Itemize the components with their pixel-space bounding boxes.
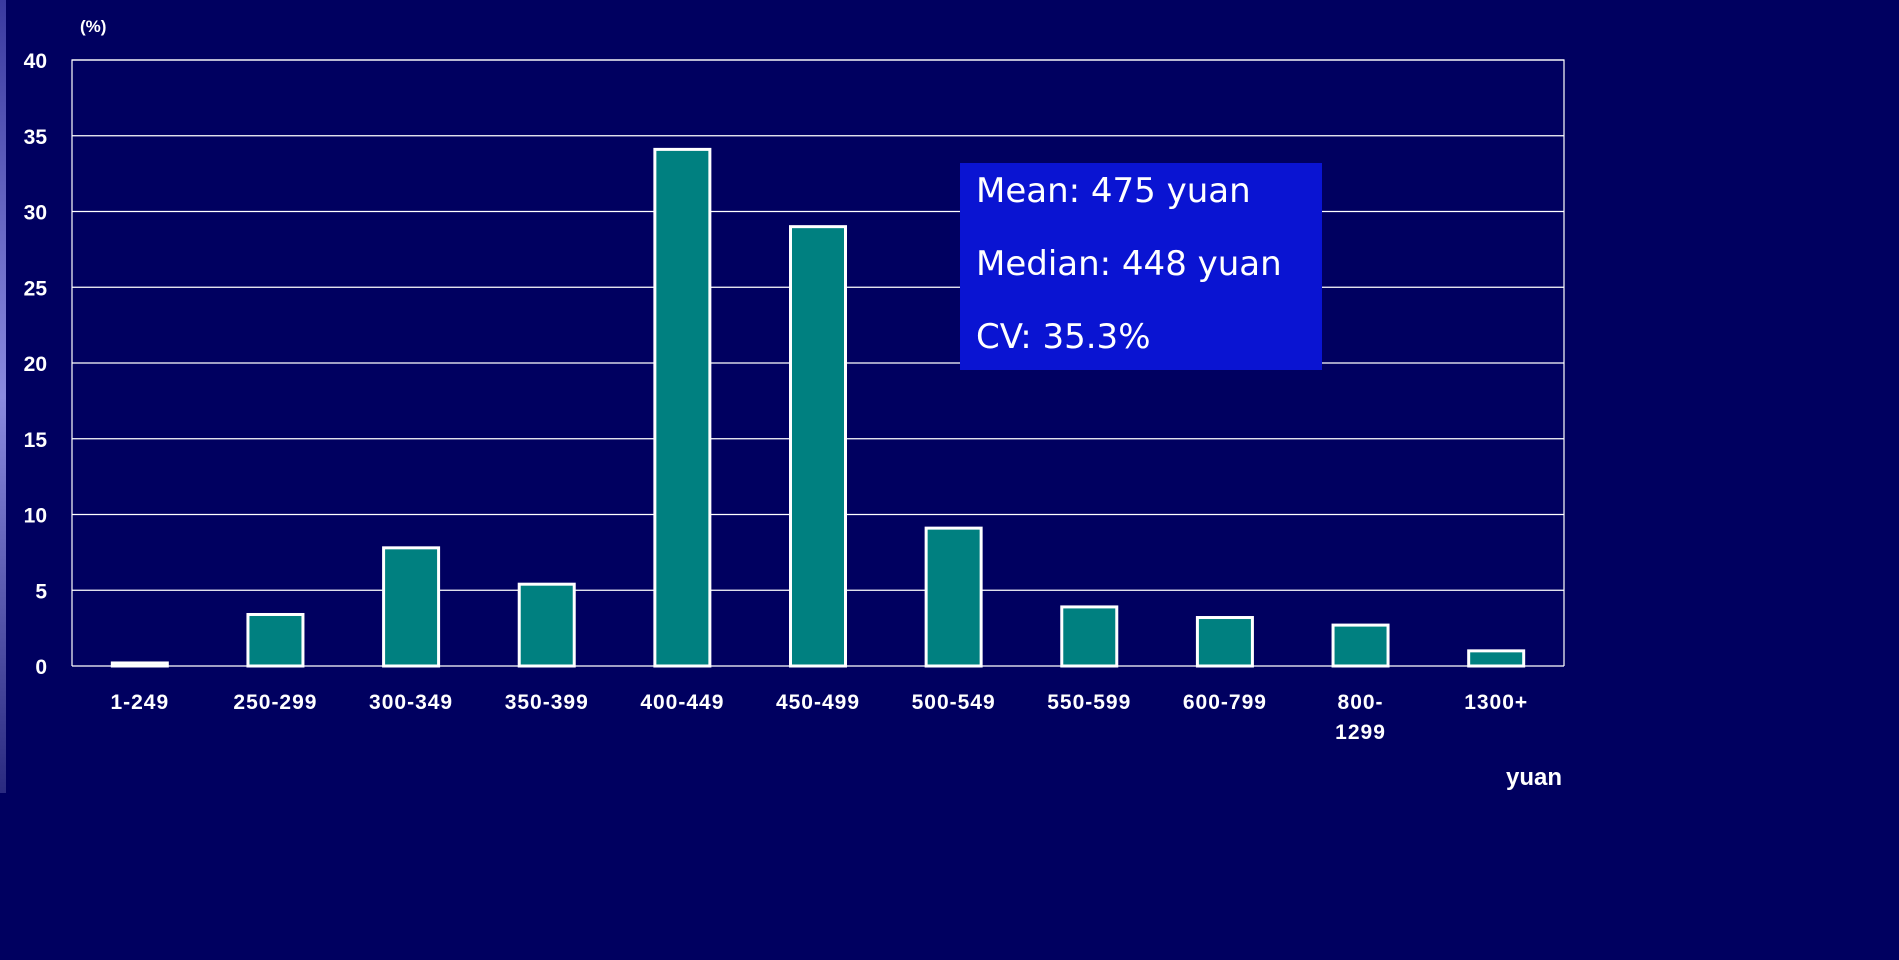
x-axis-unit-label: yuan (1506, 764, 1562, 791)
bar-1 (246, 612, 305, 668)
x-tick-label: 350-399 (505, 691, 589, 714)
bar-chart: 0 5 10 15 20 25 30 35 40 1-249 250-299 300-349 350-… (24, 17, 1565, 791)
bar-7 (1060, 605, 1119, 668)
bar-0 (110, 661, 169, 668)
y-tick-labels: 0 5 10 15 20 25 30 35 40 (24, 50, 48, 679)
bar-3 (517, 582, 576, 668)
bar-9 (1331, 623, 1390, 668)
cv-stat: CV: 35.3% (976, 317, 1151, 357)
x-tick-label: 500-549 (912, 691, 996, 714)
y-tick-label: 20 (24, 353, 47, 376)
y-tick-label: 0 (35, 656, 47, 679)
bar-10 (1467, 649, 1526, 668)
plot-frame (71, 59, 1565, 666)
bars (110, 147, 1526, 668)
median-stat: Median: 448 yuan (976, 244, 1282, 284)
y-tick-label: 15 (24, 429, 48, 452)
y-tick-label: 25 (24, 277, 48, 300)
x-tick-labels: 1-249 250-299 300-349 350-399 400-449 450-499… (110, 691, 1528, 744)
bar-8 (1195, 616, 1254, 668)
mean-stat: Mean: 475 yuan (976, 171, 1251, 211)
x-tick-label: 550-599 (1047, 691, 1131, 714)
bar-4 (653, 147, 712, 668)
y-tick-label: 35 (24, 126, 48, 149)
bar-5 (789, 225, 847, 668)
x-tick-label: 1-249 (110, 691, 169, 714)
slide-left-edge (0, 0, 6, 793)
y-tick-label: 5 (35, 580, 47, 603)
y-axis-unit-label: (%) (80, 17, 106, 36)
y-tick-label: 30 (24, 202, 47, 225)
x-tick-label: 600-799 (1183, 691, 1267, 714)
x-tick-label: 250-299 (233, 691, 317, 714)
x-tick-label: 400-449 (640, 691, 724, 714)
x-tick-label: 1300+ (1464, 691, 1528, 714)
bar-2 (382, 546, 441, 668)
x-tick-label: 800-1299 (1335, 691, 1386, 744)
bar-6 (924, 526, 983, 668)
x-tick-label: 450-499 (776, 691, 860, 714)
x-tick-label: 300-349 (369, 691, 453, 714)
y-tick-label: 40 (24, 50, 47, 73)
y-tick-label: 10 (24, 505, 47, 528)
summary-stats-box: Mean: 475 yuan Median: 448 yuan CV: 35.3… (960, 163, 1322, 370)
